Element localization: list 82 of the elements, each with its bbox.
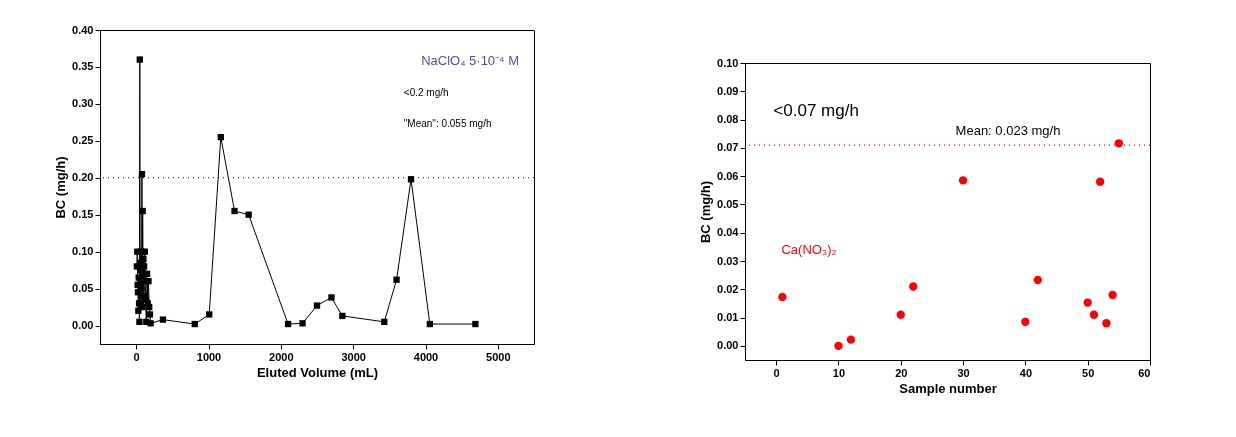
point (136, 56, 143, 63)
point (834, 341, 843, 351)
y-tick-label: 0.05 (72, 282, 94, 295)
point (1095, 177, 1105, 186)
x-tick-label: 20 (895, 366, 908, 379)
x-tick-label: 40 (1019, 366, 1033, 379)
point (1033, 275, 1043, 285)
point (206, 311, 213, 318)
annotation: <0.07 mg/h (773, 100, 859, 120)
annotation: "Mean": 0.055 mg/h (403, 118, 492, 130)
y-tick-label: 0.40 (72, 23, 94, 36)
y-tick-label: 0.09 (717, 84, 739, 97)
x-tick-label: 30 (957, 366, 970, 379)
point (1083, 298, 1092, 307)
x-tick-label: 0 (133, 350, 140, 363)
point (846, 335, 856, 344)
y-tick-label: 0.00 (717, 339, 739, 352)
point (381, 318, 388, 325)
x-tick-label: 10 (832, 366, 846, 379)
x-tick-label: 0 (773, 366, 780, 379)
x-tick-label: 60 (1138, 366, 1151, 379)
y-axis-title: BC (mg/h) (53, 156, 69, 219)
point (313, 302, 321, 309)
point (958, 176, 968, 185)
point (139, 207, 146, 215)
point (145, 278, 152, 285)
y-tick-label: 0.10 (717, 56, 739, 69)
point (245, 211, 252, 218)
x-axis-title: Sample number (899, 380, 997, 396)
y-tick-label: 0.10 (72, 245, 94, 258)
point (1114, 139, 1124, 148)
point (896, 310, 905, 319)
y-tick-label: 0.08 (717, 113, 739, 126)
point (1102, 319, 1111, 328)
x-tick-label: 2000 (269, 350, 294, 363)
y-tick-label: 0.30 (72, 97, 94, 110)
y-tick-label: 0.01 (717, 311, 739, 324)
point (1108, 290, 1117, 300)
x-tick-label: 3000 (341, 350, 366, 363)
point (136, 318, 143, 325)
point (159, 316, 167, 323)
point (472, 320, 479, 328)
point (426, 320, 433, 328)
y-tick-label: 0.05 (717, 197, 739, 210)
point (284, 320, 292, 328)
x-tick-label: 1000 (196, 350, 222, 363)
y-tick-label: 0.35 (72, 60, 94, 73)
point (147, 320, 154, 327)
annotation: NaClO₄ 5·10⁻⁴ M (421, 53, 520, 69)
point (231, 207, 238, 215)
point (191, 320, 198, 328)
annotation: Ca(NO₃)₂ (781, 242, 837, 258)
point (1021, 317, 1030, 326)
x-axis-title: Eluted Volume (mL) (256, 364, 379, 380)
point (909, 282, 918, 291)
y-tick-label: 0.20 (72, 171, 94, 184)
point (139, 303, 146, 311)
y-tick-label: 0.00 (72, 319, 94, 332)
annotation: Mean: 0.023 mg/h (955, 123, 1061, 139)
annotation: <0.2 mg/h (403, 86, 449, 98)
y-axis-title: BC (mg/h) (698, 180, 714, 244)
point (328, 294, 335, 301)
x-tick-label: 50 (1082, 366, 1095, 379)
point (217, 133, 224, 141)
y-tick-label: 0.04 (717, 226, 740, 239)
x-tick-label: 4000 (413, 350, 439, 363)
point (393, 276, 400, 283)
point (146, 311, 154, 318)
point (339, 312, 346, 320)
point (778, 292, 787, 302)
y-tick-label: 0.25 (72, 134, 94, 147)
point (138, 170, 146, 178)
point (1089, 310, 1099, 319)
y-tick-label: 0.02 (717, 282, 739, 295)
x-tick-label: 5000 (486, 350, 511, 363)
y-tick-label: 0.07 (717, 141, 739, 154)
point (299, 320, 306, 327)
y-tick-label: 0.03 (717, 254, 739, 267)
point (140, 255, 147, 263)
y-tick-label: 0.15 (72, 208, 94, 221)
point (146, 303, 153, 311)
y-tick-label: 0.06 (717, 169, 739, 182)
